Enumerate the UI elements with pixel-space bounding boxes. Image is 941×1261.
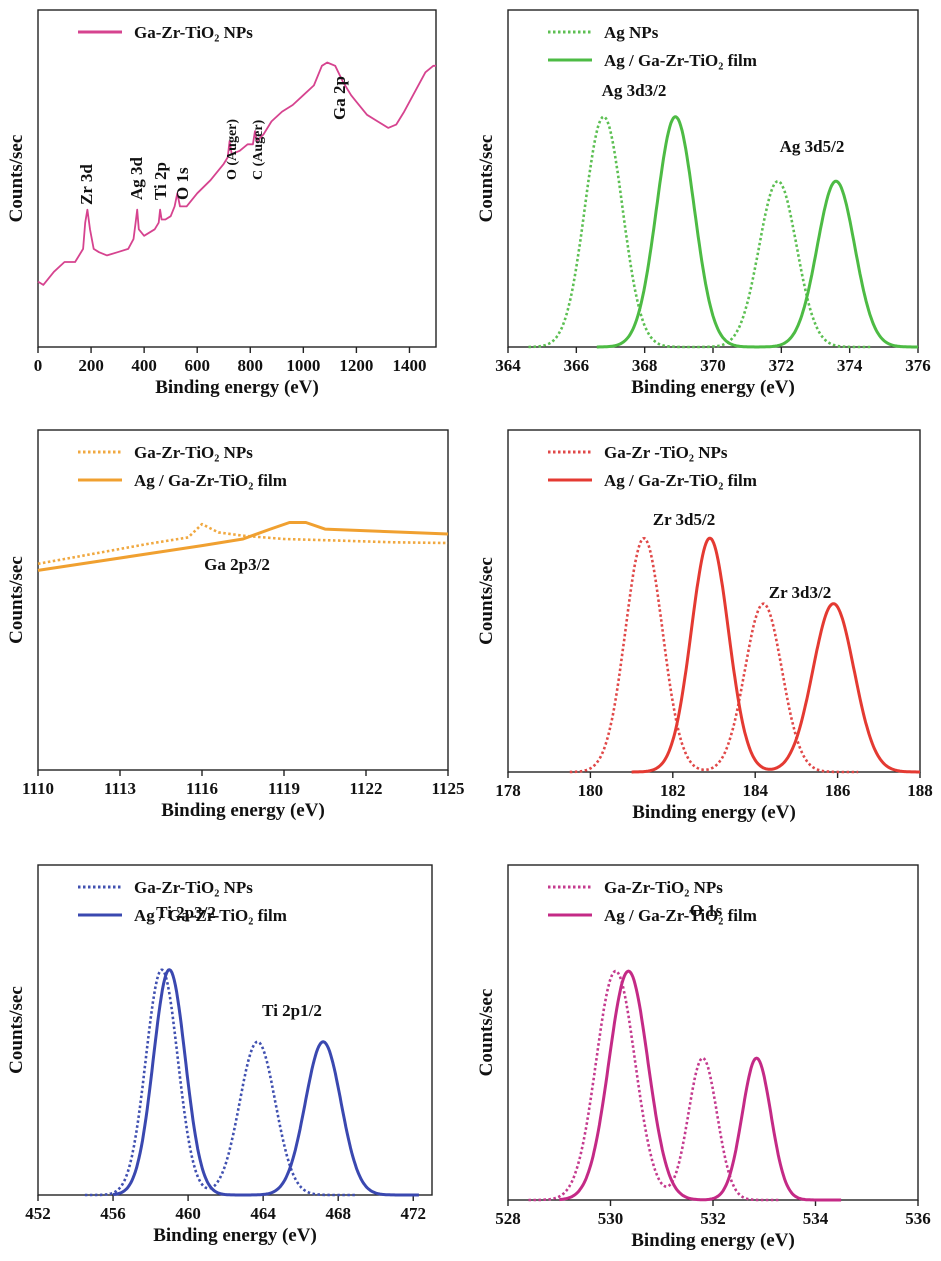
peak-label: Ag 3d5/2 [780, 137, 845, 156]
x-tick-label: 376 [905, 356, 931, 375]
x-axis-label: Binding energy (eV) [155, 377, 319, 398]
y-axis-label: Counts/sec [6, 556, 27, 644]
legend-label: Ag NPs [604, 23, 659, 42]
x-tick-label: 372 [769, 356, 795, 375]
legend-label: Ag / Ga-Zr-TiO₂ film [604, 906, 757, 925]
x-tick-label: 800 [238, 356, 264, 375]
peak-label: Ti 2p [151, 162, 170, 200]
peak-label: Ti 2p1/2 [262, 1001, 322, 1020]
peak-label: Ga 2p3/2 [204, 555, 270, 574]
x-tick-label: 1110 [22, 779, 54, 798]
x-tick-label: 472 [400, 1204, 426, 1223]
y-axis-label: Counts/sec [476, 989, 497, 1077]
series-line-1 [528, 115, 871, 349]
legend-label: Ga-Zr-TiO₂ NPs [134, 23, 253, 42]
peak-label: Zr 3d3/2 [769, 583, 832, 602]
legend-label: Ga-Zr -TiO₂ NPs [604, 443, 728, 462]
legend-label: Ag / Ga-Zr-TiO₂ film [604, 51, 757, 70]
series-line-2 [37, 521, 449, 572]
peak-label: O 1s [173, 167, 192, 200]
chart-panel-2: 364 366 368 370 372 374 376 Binding energy (eV)… [476, 9, 931, 398]
peak-label: Ag 3d3/2 [602, 81, 667, 100]
x-tick-label: 186 [825, 781, 851, 800]
x-tick-label: 374 [837, 356, 863, 375]
series-line-1 [37, 522, 449, 566]
series-line-1 [528, 969, 780, 1202]
x-tick-label: 1116 [186, 779, 218, 798]
legend-label: Ga-Zr-TiO₂ NPs [604, 878, 723, 897]
peak-label: O 1s [690, 901, 723, 920]
x-tick-label: 178 [495, 781, 521, 800]
x-axis-label: Binding energy (eV) [632, 802, 796, 823]
x-tick-label: 366 [564, 356, 590, 375]
peak-label: Zr 3d [77, 164, 96, 205]
x-tick-label: 1119 [268, 779, 300, 798]
series-line-1 [37, 61, 436, 286]
y-axis-label: Counts/sec [6, 986, 27, 1074]
peak-label: O (Auger) [225, 119, 240, 180]
y-axis-label: Counts/sec [476, 557, 497, 645]
x-tick-label: 180 [578, 781, 604, 800]
peak-label: Ga 2p [330, 76, 349, 120]
plot-frame [37, 9, 437, 348]
peak-label: C (Auger) [251, 119, 266, 180]
x-tick-label: 452 [25, 1204, 51, 1223]
x-tick-label: 530 [598, 1209, 624, 1228]
peak-label: Ag 3d [127, 156, 146, 200]
legend-label: Ag / Ga-Zr-TiO₂ film [134, 471, 287, 490]
x-tick-label: 1122 [349, 779, 382, 798]
x-tick-label: 1200 [339, 356, 373, 375]
series-line-2 [112, 968, 420, 1197]
chart-panel-1: 0 200 400 600 800 1000 1200 1400 Binding energy … [6, 9, 437, 398]
x-tick-label: 182 [660, 781, 686, 800]
x-tick-label: 460 [175, 1204, 201, 1223]
x-tick-label: 364 [495, 356, 521, 375]
x-tick-label: 1113 [104, 779, 136, 798]
series-line-2 [558, 969, 842, 1202]
legend-label: Ga-Zr-TiO₂ NPs [134, 878, 253, 897]
x-tick-label: 370 [700, 356, 726, 375]
x-tick-label: 534 [803, 1209, 829, 1228]
legend-label: Ag / Ga-Zr-TiO₂ film [604, 471, 757, 490]
x-axis-label: Binding energy (eV) [631, 1230, 795, 1251]
legend-label: Ga-Zr-TiO₂ NPs [134, 443, 253, 462]
x-tick-label: 0 [34, 356, 43, 375]
chart-panel-4: 178 180 182 184 186 188 Binding energy (eV) Cou… [476, 429, 933, 823]
series-line-1 [84, 968, 358, 1197]
x-tick-label: 464 [250, 1204, 276, 1223]
x-tick-label: 1125 [431, 779, 464, 798]
x-tick-label: 1000 [286, 356, 320, 375]
x-tick-label: 1400 [392, 356, 426, 375]
x-tick-label: 536 [905, 1209, 931, 1228]
x-tick-label: 528 [495, 1209, 521, 1228]
x-axis-label: Binding energy (eV) [153, 1225, 317, 1246]
plot-frame [507, 429, 921, 773]
y-axis-label: Counts/sec [476, 135, 497, 223]
x-tick-label: 184 [742, 781, 768, 800]
series-line-2 [596, 115, 919, 349]
x-tick-label: 200 [78, 356, 104, 375]
legend-label: Ag / Ga-Zr-TiO₂ film [134, 906, 287, 925]
chart-panel-3: 1110 1113 1116 1119 1122 1125 Binding energy (… [6, 429, 465, 821]
chart-panel-6: 528 530 532 534 536 Binding energy (eV) Counts… [476, 864, 931, 1251]
plot-frame [37, 429, 449, 771]
y-axis-label: Counts/sec [6, 135, 27, 223]
x-tick-label: 188 [907, 781, 933, 800]
x-axis-label: Binding energy (eV) [161, 800, 325, 821]
peak-label: Ti 2p3/2 [156, 903, 216, 922]
x-axis-label: Binding energy (eV) [631, 377, 795, 398]
series-line-1 [569, 536, 859, 774]
x-tick-label: 468 [325, 1204, 351, 1223]
x-tick-label: 456 [100, 1204, 126, 1223]
x-tick-label: 532 [700, 1209, 726, 1228]
x-tick-label: 368 [632, 356, 658, 375]
peak-label: Zr 3d5/2 [653, 510, 716, 529]
chart-panel-5: 452 456 460 464 468 472 Binding energy (eV) Cou… [6, 864, 433, 1246]
x-tick-label: 600 [184, 356, 210, 375]
series-line-2 [631, 536, 921, 774]
x-tick-label: 400 [131, 356, 157, 375]
